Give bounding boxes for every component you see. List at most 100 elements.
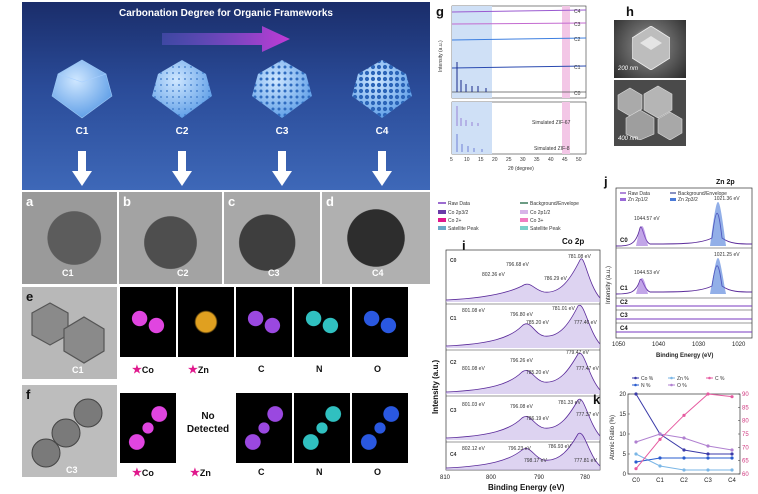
tem-image-f: f C3: [22, 385, 117, 477]
map-e-label-co: ★Co: [132, 364, 154, 376]
star-icon: ★: [132, 467, 142, 479]
xps-co-spectrum-c0: C0 796.68 eV 781.08 eV 802.36 eV 786.29 …: [445, 254, 601, 302]
map-f-label-zn: ★Zn: [190, 467, 211, 479]
legend-label: Co %: [641, 376, 654, 382]
svg-text:20: 20: [492, 157, 498, 163]
schematic-label-c1: C1: [75, 126, 89, 137]
xrd-xticks: 5 10 15 20 25 30 35 40 45 50: [450, 157, 582, 163]
svg-text:Background/Envelope: Background/Envelope: [678, 191, 727, 197]
svg-text:Background/Envelope: Background/Envelope: [530, 201, 579, 207]
x-tick-label: C4: [728, 478, 736, 484]
data-point: [682, 468, 686, 472]
arrow-icon: [162, 26, 290, 52]
svg-text:C4: C4: [620, 326, 628, 332]
polyhedron-c1: [51, 59, 113, 119]
sem-scale-top: 200 nm: [618, 66, 639, 72]
svg-text:40: 40: [548, 157, 554, 163]
tem-image-b: b C2: [119, 192, 222, 284]
svg-text:1020: 1020: [732, 342, 746, 348]
data-point: [658, 437, 662, 441]
svg-text:10: 10: [464, 157, 470, 163]
map-f-label-n: N: [316, 467, 323, 477]
svg-text:796.23 eV: 796.23 eV: [508, 446, 531, 452]
data-point: [658, 456, 662, 460]
star-icon: ★: [188, 364, 198, 376]
sem-image-top: 200 nm: [614, 20, 686, 78]
svg-text:798.17 eV: 798.17 eV: [524, 458, 547, 464]
xps-co-legend: Raw Data Background/Envelope Co 2p3/2 Co…: [438, 201, 579, 232]
svg-text:796.26 eV: 796.26 eV: [510, 358, 533, 364]
svg-text:Co 3+: Co 3+: [530, 218, 544, 224]
panel-label-f: f: [26, 387, 31, 402]
legend-marker: [634, 383, 637, 387]
map-e-label-o: O: [374, 364, 382, 374]
xrd-ylabel: Intensity (a.u.): [438, 40, 444, 72]
xrd-xlabel: 2θ (degree): [508, 166, 534, 172]
zn-c0-peak-right: 1021.36 eV: [714, 196, 740, 202]
legend-marker: [634, 376, 637, 380]
data-point: [682, 413, 686, 417]
data-point: [706, 444, 710, 448]
map-f-label-o: O: [374, 467, 382, 477]
svg-text:Co 2p3/2: Co 2p3/2: [448, 210, 469, 216]
data-point: [682, 448, 686, 452]
xps-co-xlabel: Binding Energy (eV): [488, 483, 565, 492]
svg-text:Zn 2p1/2: Zn 2p1/2: [628, 197, 648, 203]
tem-image-c: c C3: [224, 192, 320, 284]
panel-label-a: a: [26, 194, 34, 209]
x-tick-label: C3: [704, 478, 712, 484]
svg-text:790: 790: [534, 475, 545, 481]
down-arrow-icon: [78, 151, 86, 173]
svg-text:C0: C0: [620, 238, 628, 244]
xps-zn-ylabel: Intensity (a.u.): [606, 266, 612, 304]
svg-text:1040: 1040: [652, 342, 666, 348]
zn-c0-peak-left: 1044.57 eV: [634, 216, 660, 222]
atomic-ratio-legend: Co % Zn % N % O % C %: [632, 376, 725, 389]
svg-text:781.33 eV: 781.33 eV: [558, 400, 581, 406]
down-arrow-icon: [178, 151, 186, 173]
xps-co-ylabel: Intensity (a.u.): [431, 359, 440, 414]
map-f-o: [352, 393, 408, 463]
svg-text:Satellite Peak: Satellite Peak: [448, 226, 479, 232]
xps-co-title: Co 2p: [562, 237, 584, 246]
xps-zn-chart: Zn 2p Raw Data Background/Envelope Zn 2p…: [606, 179, 753, 359]
data-point: [706, 452, 710, 456]
map-e-co: [120, 287, 176, 357]
svg-text:5: 5: [450, 157, 453, 163]
svg-text:802.36 eV: 802.36 eV: [482, 272, 505, 278]
svg-text:Raw Data: Raw Data: [448, 201, 470, 207]
tem-image-e: e C1: [22, 287, 117, 379]
map-f-c: [236, 393, 292, 463]
map-f-co: [120, 393, 176, 463]
xrd-series-c0: C0: [574, 91, 581, 97]
panel-label-d: d: [326, 194, 334, 209]
svg-text:C2: C2: [620, 300, 628, 306]
map-e-label-c: C: [258, 364, 265, 374]
data-point: [682, 436, 686, 440]
svg-text:C1: C1: [620, 286, 628, 292]
svg-text:786.19 eV: 786.19 eV: [526, 416, 549, 422]
mapping-e-image-label: C1: [72, 365, 84, 375]
xrd-chart: Simulated ZIF-67 Simulated ZIF-8 C4 C3 C…: [438, 5, 587, 172]
svg-text:801.03 eV: 801.03 eV: [462, 402, 485, 408]
svg-text:1030: 1030: [692, 342, 706, 348]
x-tick-label: C1: [656, 478, 664, 484]
svg-text:30: 30: [520, 157, 526, 163]
y-tick-label-left: 0: [623, 472, 627, 478]
svg-text:796.68 eV: 796.68 eV: [506, 262, 529, 268]
data-point: [730, 452, 734, 456]
data-point: [658, 464, 662, 468]
xps-zn-legend: Raw Data Background/Envelope Zn 2p1/2 Zn…: [620, 191, 727, 203]
svg-text:Zn 2p3/2: Zn 2p3/2: [678, 197, 698, 203]
polyhedron-c3: [252, 60, 312, 118]
y-tick-label-left: 5: [623, 452, 627, 458]
svg-text:779.47 eV: 779.47 eV: [566, 350, 589, 356]
svg-text:777.47 eV: 777.47 eV: [576, 366, 599, 372]
data-point: [634, 460, 638, 464]
zn-c1-peak-left: 1044.53 eV: [634, 270, 660, 276]
data-point: [730, 395, 734, 399]
y-tick-label-left: 15: [619, 412, 626, 418]
legend-marker: [670, 376, 673, 380]
xps-co-spectrum-c3: C3 801.03 eV 796.08 eV 781.33 eV 786.19 …: [445, 398, 601, 440]
svg-text:C0: C0: [450, 258, 457, 264]
